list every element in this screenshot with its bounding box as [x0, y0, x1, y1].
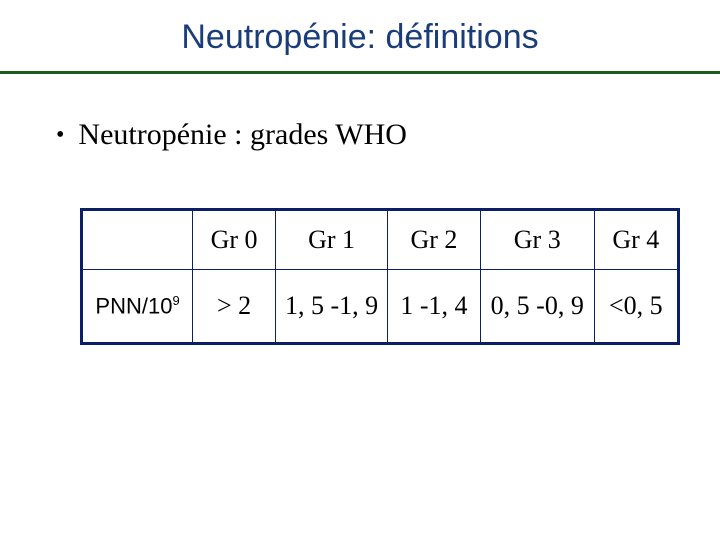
row-label-sup: 9	[172, 293, 179, 308]
table-data-row: PNN/109 > 2 1, 5 -1, 9 1 -1, 4 0, 5 -0, …	[82, 270, 679, 344]
header-cell-empty	[82, 210, 193, 270]
cell-gr2: 1 -1, 4	[388, 270, 481, 344]
table-header-row: Gr 0 Gr 1 Gr 2 Gr 3 Gr 4	[82, 210, 679, 270]
bullet-text: Neutropénie : grades WHO	[78, 118, 407, 152]
row-label: PNN/109	[82, 270, 193, 344]
slide-title: Neutropénie: définitions	[0, 0, 720, 57]
bullet-item: • Neutropénie : grades WHO	[0, 118, 720, 152]
cell-gr0: > 2	[193, 270, 276, 344]
grades-table: Gr 0 Gr 1 Gr 2 Gr 3 Gr 4 PNN/109 > 2 1, …	[80, 208, 680, 345]
bullet-dot-icon: •	[56, 123, 64, 147]
title-rule	[0, 71, 720, 74]
header-cell-gr0: Gr 0	[193, 210, 276, 270]
header-cell-gr2: Gr 2	[388, 210, 481, 270]
grades-table-wrap: Gr 0 Gr 1 Gr 2 Gr 3 Gr 4 PNN/109 > 2 1, …	[0, 208, 720, 345]
header-cell-gr3: Gr 3	[480, 210, 594, 270]
header-cell-gr1: Gr 1	[276, 210, 388, 270]
cell-gr1: 1, 5 -1, 9	[276, 270, 388, 344]
slide: { "title": "Neutropénie: définitions", "…	[0, 0, 720, 540]
row-label-base: PNN/10	[95, 293, 172, 318]
cell-gr4: <0, 5	[594, 270, 678, 344]
header-cell-gr4: Gr 4	[594, 210, 678, 270]
cell-gr3: 0, 5 -0, 9	[480, 270, 594, 344]
